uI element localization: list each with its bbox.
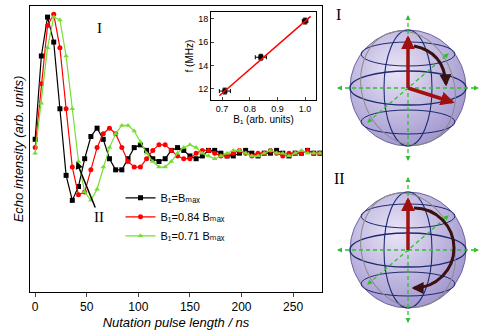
svg-text:100: 100 [128, 300, 148, 314]
svg-text:0.7: 0.7 [216, 104, 229, 114]
svg-text:I: I [97, 20, 102, 36]
svg-text:0: 0 [32, 300, 39, 314]
svg-text:0.9: 0.9 [271, 104, 284, 114]
svg-text:14: 14 [198, 61, 208, 71]
svg-text:f (MHz): f (MHz) [184, 40, 195, 73]
svg-text:50: 50 [80, 300, 94, 314]
svg-text:II: II [94, 209, 104, 225]
svg-text:B₁=0.71 Bₘₐₓ: B₁=0.71 Bₘₐₓ [161, 230, 225, 242]
svg-text:18: 18 [198, 14, 208, 24]
svg-text:II: II [334, 170, 345, 187]
svg-text:150: 150 [180, 300, 200, 314]
svg-text:1.0: 1.0 [299, 104, 312, 114]
svg-text:16: 16 [198, 37, 208, 47]
svg-text:I: I [336, 6, 341, 23]
svg-text:Nutation pulse length / ns: Nutation pulse length / ns [103, 315, 250, 330]
svg-text:250: 250 [283, 300, 303, 314]
svg-text:0.8: 0.8 [244, 104, 257, 114]
svg-text:B₁ (arb. units): B₁ (arb. units) [233, 114, 294, 125]
svg-text:B₁=0.84 Bₘₐₓ: B₁=0.84 Bₘₐₓ [161, 211, 225, 223]
svg-text:Echo intensity (arb. units): Echo intensity (arb. units) [11, 76, 26, 223]
svg-text:200: 200 [232, 300, 252, 314]
svg-text:B₁=Bₘₐₓ: B₁=Bₘₐₓ [161, 192, 201, 204]
svg-text:12: 12 [198, 84, 208, 94]
